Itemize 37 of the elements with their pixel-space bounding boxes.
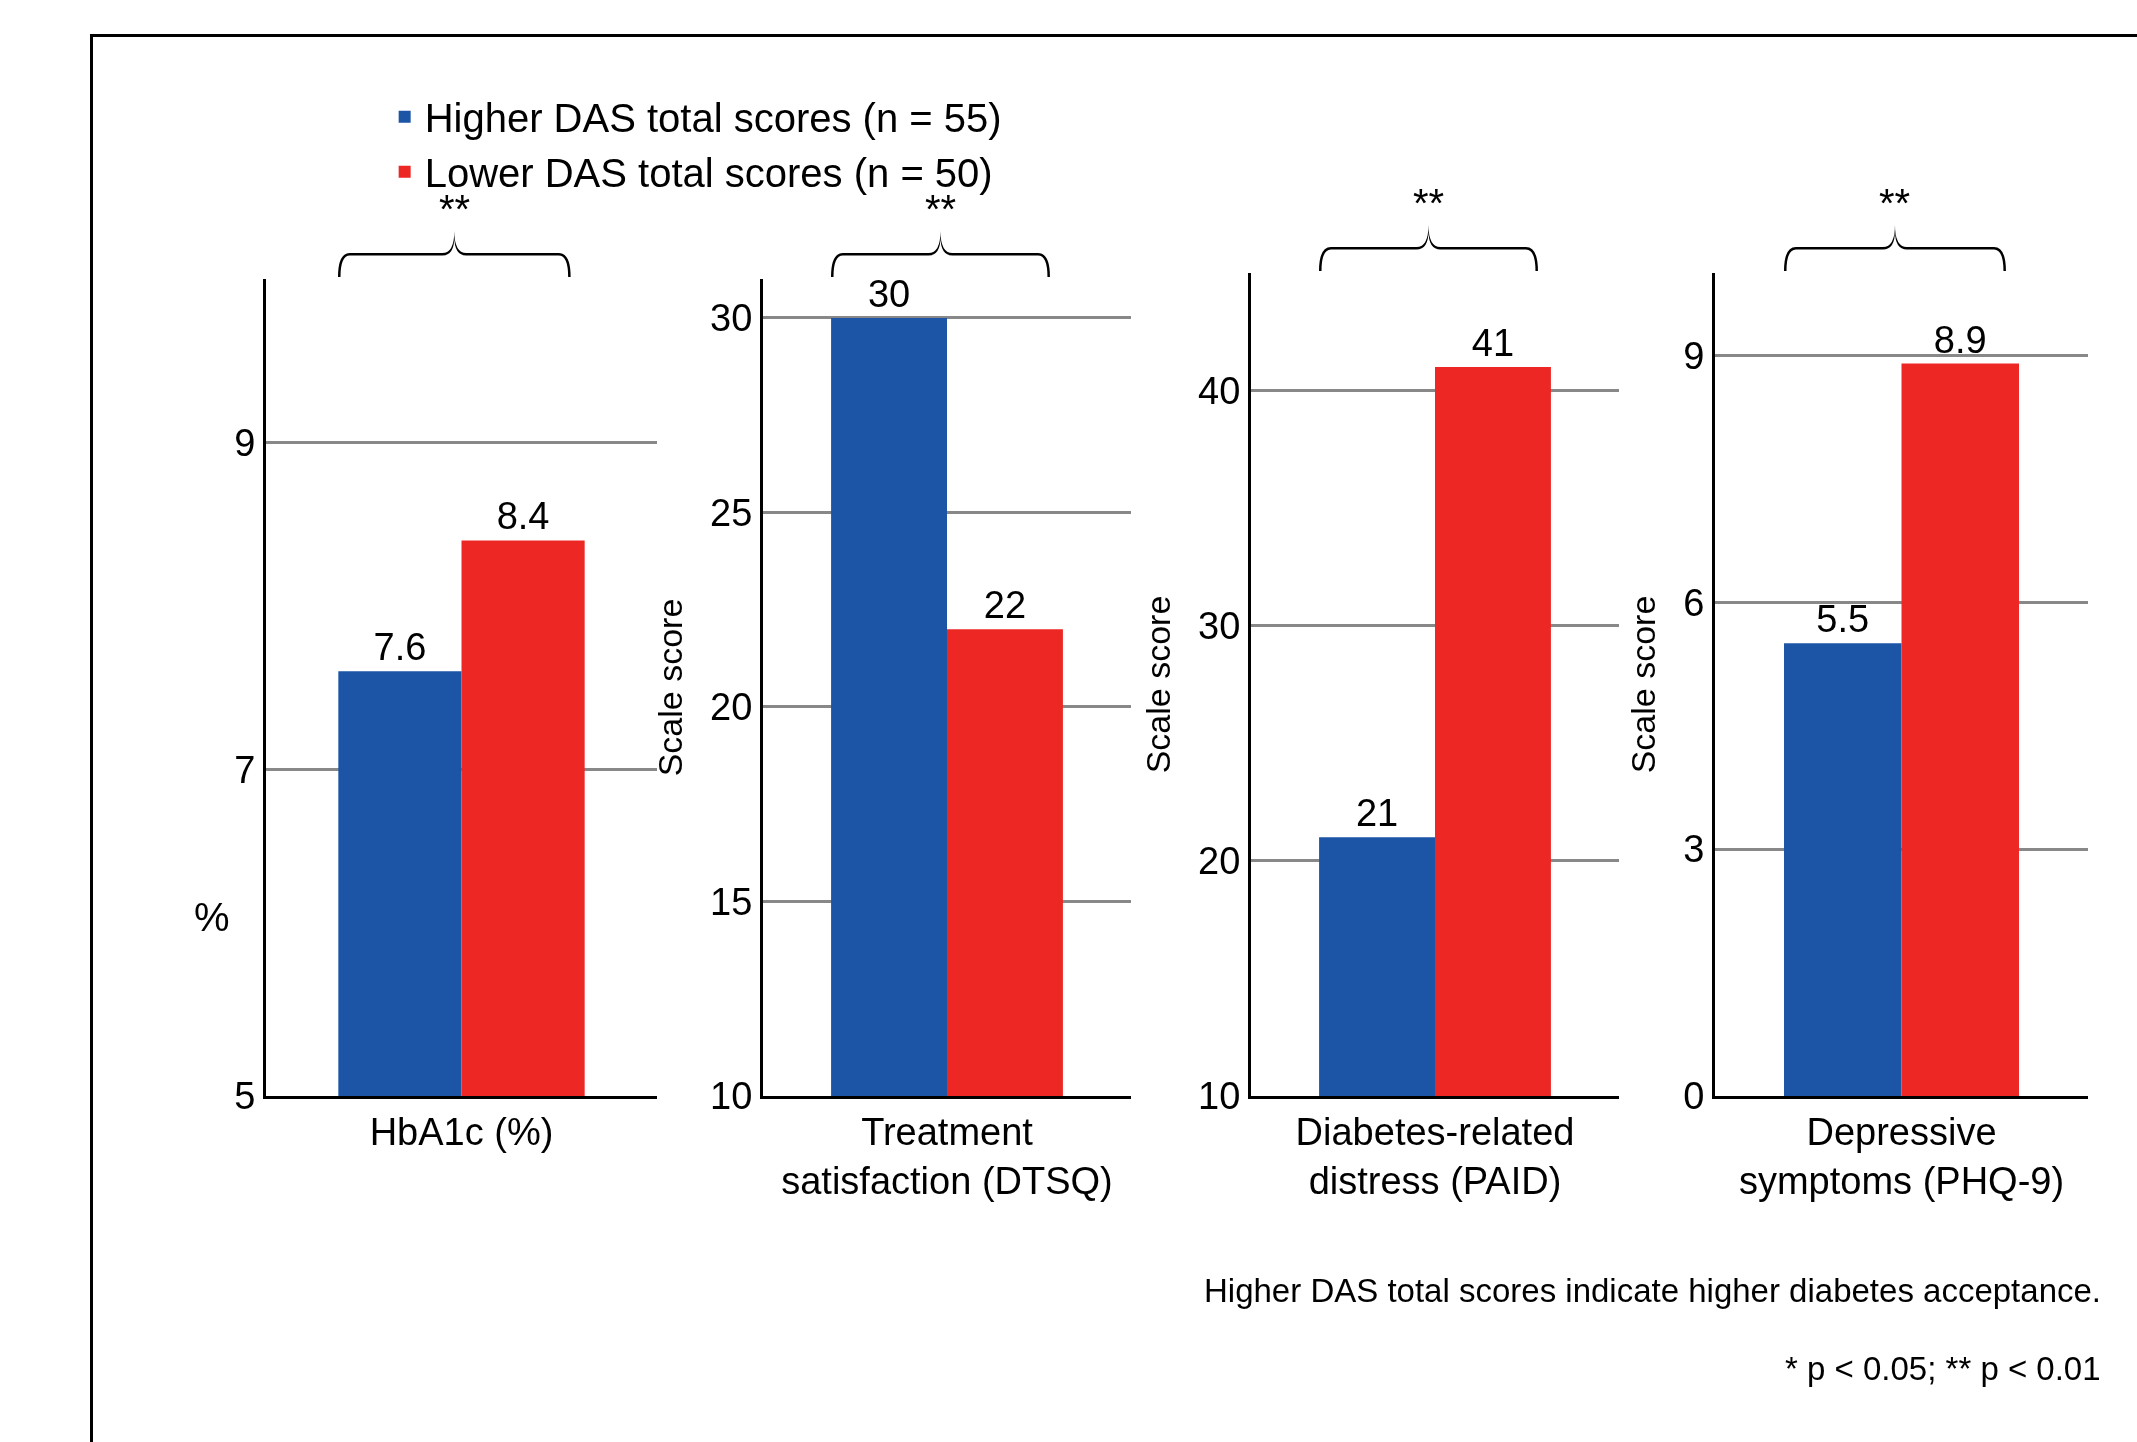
y-axis-title: Scale score — [1138, 595, 1177, 774]
text: Higher DAS total scores indicate higher diabetes acceptance. — [1204, 1272, 2102, 1309]
y-tick-label: 10 — [710, 1075, 753, 1118]
y-axis-title: Scale score — [1623, 595, 1662, 774]
x-tick-label: Depressive symptoms (PHQ-9) — [1738, 1110, 2065, 1202]
text: ** — [1879, 181, 1911, 225]
y-axis-title: Scale score — [650, 598, 689, 777]
data-label: 5.5 — [1816, 598, 1870, 641]
y-tick-label: 15 — [710, 880, 753, 923]
y-tick-label: 6 — [1683, 581, 1705, 624]
data-label: 8.4 — [496, 495, 550, 538]
data-label: 41 — [1471, 322, 1515, 365]
y-tick-label: 9 — [234, 421, 256, 464]
data-label: 21 — [1355, 792, 1399, 835]
y-tick-label: 0 — [1683, 1075, 1705, 1118]
y-tick-label: 10 — [1198, 1075, 1241, 1118]
legend-label: Higher DAS total scores (n = 55) — [424, 96, 1002, 141]
text: ** — [1413, 181, 1445, 225]
y-tick-label: 30 — [710, 297, 753, 340]
data-label: 30 — [867, 272, 911, 315]
text: * p < 0.05; ** p < 0.01 — [1785, 1350, 2101, 1387]
x-tick-label: HbA1c (%) — [369, 1110, 554, 1153]
y-tick-label: 20 — [710, 686, 753, 729]
y-tick-label: 9 — [1683, 334, 1705, 377]
x-tick-label: Diabetes-related distress (PAID) — [1295, 1110, 1575, 1202]
y-axis-title: % — [194, 895, 230, 939]
y-tick-label: 7 — [234, 748, 256, 791]
x-tick-label: Treatment satisfaction (DTSQ) — [781, 1110, 1113, 1202]
data-label: 22 — [983, 584, 1027, 627]
data-label: 7.6 — [373, 626, 427, 669]
y-tick-label: 3 — [1683, 828, 1705, 871]
y-tick-label: 40 — [1198, 369, 1241, 412]
data-label: 8.9 — [1933, 318, 1987, 361]
y-tick-label: 5 — [234, 1075, 256, 1118]
y-tick-label: 25 — [710, 491, 753, 534]
y-tick-label: 30 — [1198, 605, 1241, 648]
y-tick-label: 20 — [1198, 840, 1241, 883]
